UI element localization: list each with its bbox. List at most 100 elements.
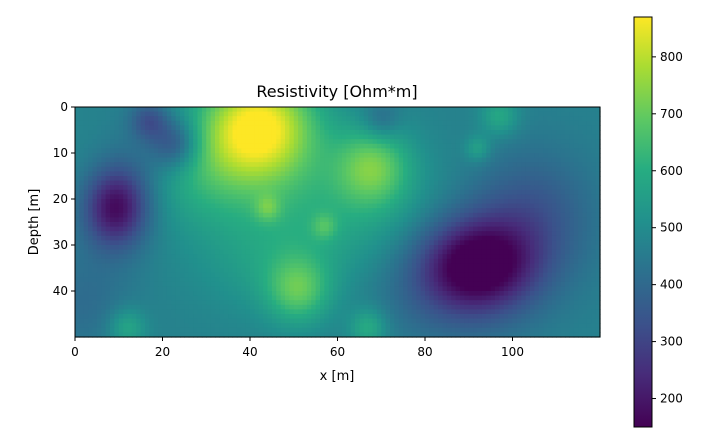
heatmap-cell (573, 148, 579, 154)
heatmap-cell (324, 185, 330, 191)
heatmap-cell (271, 277, 277, 283)
heatmap-cell (455, 281, 461, 287)
heatmap-cell (503, 189, 509, 195)
heatmap-cell (258, 231, 264, 237)
heatmap-cell (560, 286, 566, 292)
heatmap-cell (140, 176, 146, 182)
heatmap-cell (355, 277, 360, 283)
heatmap-cell (451, 286, 457, 292)
heatmap-cell (306, 272, 312, 278)
heatmap-cell (285, 240, 290, 246)
heatmap-cell (464, 171, 470, 177)
heatmap-cell (464, 120, 470, 126)
heatmap-cell (180, 286, 185, 292)
heatmap-cell (232, 176, 238, 182)
heatmap-cell (543, 134, 549, 140)
heatmap-cell (101, 199, 107, 205)
heatmap-cell (525, 157, 531, 163)
heatmap-cell (573, 120, 579, 126)
heatmap-cell (556, 217, 562, 223)
heatmap-cell (276, 277, 282, 283)
heatmap-cell (166, 139, 172, 145)
heatmap-cell (578, 291, 584, 297)
heatmap-cell (425, 235, 430, 241)
heatmap-cell (473, 268, 479, 274)
heatmap-cell (530, 258, 535, 264)
heatmap-cell (289, 185, 295, 191)
heatmap-cell (508, 139, 514, 145)
heatmap-cell (180, 180, 185, 186)
heatmap-cell (595, 111, 601, 117)
heatmap-cell (236, 226, 242, 232)
heatmap-cell (306, 212, 312, 218)
heatmap-cell (512, 130, 518, 136)
heatmap-cell (341, 107, 347, 113)
heatmap-cell (241, 258, 247, 264)
heatmap-cell (105, 139, 111, 145)
heatmap-cell (118, 295, 124, 301)
heatmap-cell (315, 157, 321, 163)
heatmap-cell (455, 116, 461, 122)
heatmap-cell (355, 185, 360, 191)
heatmap-cell (547, 277, 553, 283)
heatmap-cell (372, 231, 378, 237)
heatmap-cell (280, 185, 286, 191)
heatmap-cell (346, 281, 352, 287)
heatmap-cell (477, 189, 483, 195)
heatmap-cell (416, 212, 422, 218)
heatmap-cell (171, 194, 177, 200)
heatmap-cell (101, 222, 107, 228)
heatmap-cell (127, 258, 133, 264)
heatmap-cell (254, 217, 260, 223)
heatmap-cell (337, 130, 343, 136)
heatmap-cell (136, 258, 142, 264)
heatmap-cell (516, 143, 522, 149)
heatmap-cell (569, 120, 575, 126)
heatmap-cell (241, 189, 247, 195)
heatmap-cell (328, 153, 334, 159)
heatmap-cell (376, 171, 382, 177)
heatmap-cell (258, 217, 264, 223)
heatmap-cell (381, 166, 387, 172)
heatmap-cell (516, 148, 522, 154)
heatmap-cell (490, 281, 496, 287)
heatmap-cell (158, 157, 164, 163)
heatmap-cell (271, 130, 277, 136)
heatmap-cell (355, 249, 360, 255)
heatmap-cell (573, 240, 579, 246)
heatmap-cell (473, 134, 479, 140)
heatmap-cell (149, 263, 155, 269)
heatmap-cell (495, 185, 500, 191)
heatmap-cell (337, 185, 343, 191)
heatmap-cell (92, 125, 98, 131)
heatmap-cell (267, 281, 273, 287)
heatmap-cell (271, 111, 277, 117)
heatmap-cell (123, 226, 129, 232)
heatmap-cell (556, 240, 562, 246)
heatmap-cell (473, 139, 479, 145)
heatmap-cell (538, 240, 544, 246)
heatmap-cell (394, 203, 400, 209)
heatmap-cell (512, 272, 518, 278)
heatmap-cell (359, 134, 365, 140)
heatmap-cell (394, 254, 400, 260)
heatmap-cell (219, 194, 225, 200)
heatmap-cell (530, 157, 535, 163)
heatmap-cell (267, 185, 273, 191)
heatmap-cell (136, 134, 142, 140)
heatmap-cell (175, 249, 181, 255)
heatmap-cell (446, 226, 452, 232)
heatmap-cell (530, 180, 535, 186)
heatmap-cell (543, 203, 549, 209)
heatmap-cell (403, 263, 409, 269)
heatmap-cell (140, 295, 146, 301)
heatmap-cell (359, 286, 365, 292)
heatmap-cell (560, 203, 566, 209)
heatmap-cell (131, 162, 137, 168)
heatmap-cell (293, 185, 299, 191)
heatmap-cell (96, 203, 102, 209)
heatmap-cell (193, 166, 199, 172)
heatmap-cell (123, 130, 129, 136)
heatmap-cell (516, 281, 522, 287)
heatmap-cell (398, 139, 404, 145)
